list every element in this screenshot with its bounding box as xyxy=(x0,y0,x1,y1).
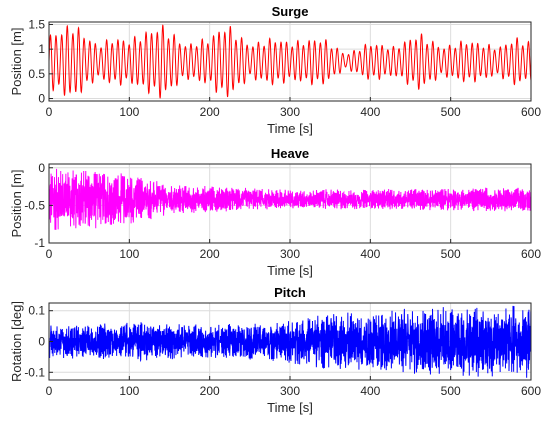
heave-axes: 0 100 200 300 400 500 600 -1 -0.5 0 Heave Time [s] P… xyxy=(9,146,541,278)
heave-xtick-label: 0 xyxy=(46,247,53,261)
pitch-ytick-label: -0.1 xyxy=(24,365,45,379)
heave-xtick-label: 400 xyxy=(360,247,380,261)
pitch-ytick-label: 0.1 xyxy=(28,304,45,318)
surge-xtick-label: 600 xyxy=(521,105,541,119)
heave-xtick-label: 300 xyxy=(280,247,300,261)
surge-xtick-label: 0 xyxy=(46,105,53,119)
surge-xtick-label: 100 xyxy=(119,105,139,119)
heave-xtick-label: 200 xyxy=(200,247,220,261)
pitch-xtick-label: 100 xyxy=(119,384,139,398)
surge-title: Surge xyxy=(272,4,309,19)
heave-xlabel: Time [s] xyxy=(267,263,313,278)
surge-ytick-label: 1.5 xyxy=(28,17,45,31)
pitch-xtick-label: 300 xyxy=(280,384,300,398)
surge-xtick-label: 400 xyxy=(360,105,380,119)
surge-xtick-label: 200 xyxy=(200,105,220,119)
pitch-xtick-label: 500 xyxy=(441,384,461,398)
surge-axes: 0 100 200 300 400 500 600 0 0.5 1 1.5 Surge Time [s]… xyxy=(9,4,541,136)
heave-xtick-label: 600 xyxy=(521,247,541,261)
heave-title: Heave xyxy=(271,146,309,161)
surge-xlabel: Time [s] xyxy=(267,121,313,136)
pitch-ylabel: Rotation [deg] xyxy=(9,301,24,382)
heave-xtick-label: 100 xyxy=(119,247,139,261)
pitch-xtick-label: 400 xyxy=(360,384,380,398)
surge-ytick-label: 0 xyxy=(38,92,45,106)
subplots: 0 100 200 300 400 500 600 0 0.5 1 1.5 Surge Time [s]… xyxy=(9,4,541,415)
pitch-xtick-label: 0 xyxy=(46,384,53,398)
pitch-xtick-label: 600 xyxy=(521,384,541,398)
surge-ytick-label: 0.5 xyxy=(28,67,45,81)
pitch-ytick-label: 0 xyxy=(38,335,45,349)
heave-ylabel: Position [m] xyxy=(9,170,24,238)
surge-xtick-label: 500 xyxy=(441,105,461,119)
pitch-xlabel: Time [s] xyxy=(267,400,313,415)
pitch-xtick-label: 200 xyxy=(200,384,220,398)
pitch-title: Pitch xyxy=(274,285,306,300)
pitch-series-line xyxy=(48,305,532,378)
heave-xtick-label: 500 xyxy=(441,247,461,261)
heave-series-line xyxy=(48,168,532,230)
surge-ylabel: Position [m] xyxy=(9,28,24,96)
heave-ytick-label: -0.5 xyxy=(24,198,45,212)
surge-xtick-label: 300 xyxy=(280,105,300,119)
heave-ytick-label: -1 xyxy=(34,236,45,250)
surge-series-line xyxy=(48,24,532,99)
surge-ytick-label: 1 xyxy=(38,42,45,56)
heave-ytick-label: 0 xyxy=(38,161,45,175)
